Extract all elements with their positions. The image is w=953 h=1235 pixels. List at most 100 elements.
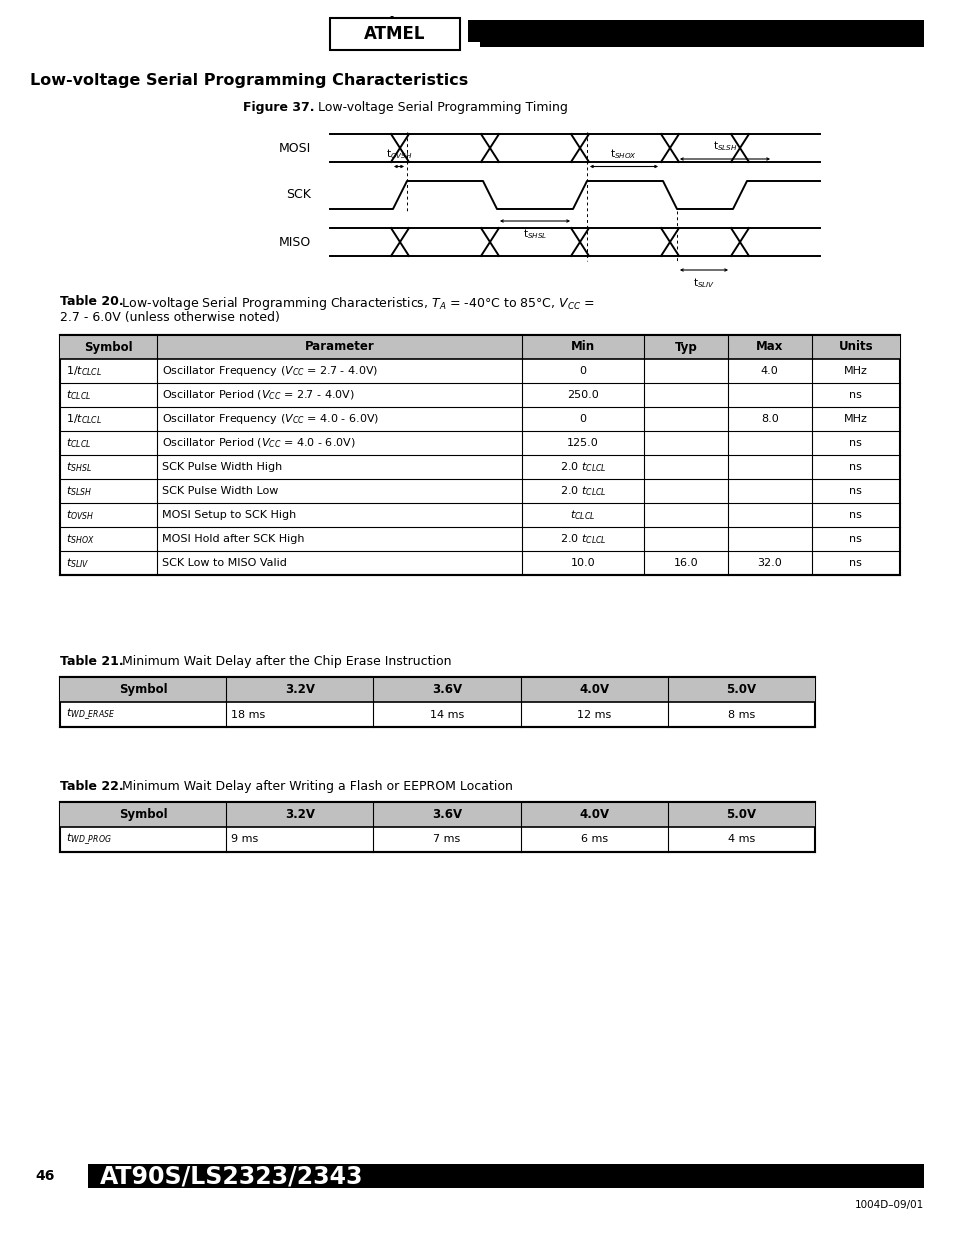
Text: AT90S/LS2323/2343: AT90S/LS2323/2343 xyxy=(100,1165,363,1188)
Text: Low-voltage Serial Programming Timing: Low-voltage Serial Programming Timing xyxy=(310,101,567,114)
Text: ATMEL: ATMEL xyxy=(364,25,425,43)
Bar xyxy=(335,30,455,48)
Text: SCK Low to MISO Valid: SCK Low to MISO Valid xyxy=(161,558,286,568)
Text: Oscillator Frequency ($V_{CC}$ = 2.7 - 4.0V): Oscillator Frequency ($V_{CC}$ = 2.7 - 4… xyxy=(161,364,377,378)
Text: Low-voltage Serial Programming Characteristics: Low-voltage Serial Programming Character… xyxy=(30,73,468,88)
Text: $t_{SHSL}$: $t_{SHSL}$ xyxy=(66,461,91,474)
Text: 32.0: 32.0 xyxy=(757,558,781,568)
Bar xyxy=(479,27,923,47)
Text: $1/t_{CLCL}$: $1/t_{CLCL}$ xyxy=(66,412,102,426)
Text: $t_{SLSH}$: $t_{SLSH}$ xyxy=(66,484,92,498)
Text: $t_{SLIV}$: $t_{SLIV}$ xyxy=(66,556,90,569)
Text: SCK: SCK xyxy=(286,189,311,201)
Bar xyxy=(330,19,459,49)
Text: Table 20.: Table 20. xyxy=(60,295,124,308)
Text: MHz: MHz xyxy=(843,366,867,375)
Text: 46: 46 xyxy=(35,1170,54,1183)
Text: SCK Pulse Width High: SCK Pulse Width High xyxy=(161,462,281,472)
Bar xyxy=(60,802,814,827)
Text: 4 ms: 4 ms xyxy=(727,835,754,845)
Text: 1004D–09/01: 1004D–09/01 xyxy=(854,1200,923,1210)
Text: Oscillator Period ($V_{CC}$ = 4.0 - 6.0V): Oscillator Period ($V_{CC}$ = 4.0 - 6.0V… xyxy=(161,436,355,450)
Text: ns: ns xyxy=(848,462,862,472)
Text: ns: ns xyxy=(848,510,862,520)
Text: MOSI Setup to SCK High: MOSI Setup to SCK High xyxy=(161,510,295,520)
Text: Min: Min xyxy=(570,341,595,353)
Text: $t_{CLCL}$: $t_{CLCL}$ xyxy=(66,388,91,401)
Text: MOSI: MOSI xyxy=(278,142,311,154)
Text: ns: ns xyxy=(848,438,862,448)
Text: 8 ms: 8 ms xyxy=(727,709,754,720)
Text: A: A xyxy=(381,15,398,37)
Text: 8.0: 8.0 xyxy=(760,414,778,424)
Bar xyxy=(468,20,923,42)
Text: Symbol: Symbol xyxy=(118,683,167,697)
Text: MOSI Hold after SCK High: MOSI Hold after SCK High xyxy=(161,534,304,543)
Bar xyxy=(60,335,899,576)
Text: 10.0: 10.0 xyxy=(570,558,595,568)
Text: 250.0: 250.0 xyxy=(566,390,598,400)
Text: $t_{WD\_PROG}$: $t_{WD\_PROG}$ xyxy=(66,832,112,847)
Text: 0: 0 xyxy=(578,366,586,375)
Text: 2.7 - 6.0V (unless otherwise noted): 2.7 - 6.0V (unless otherwise noted) xyxy=(60,311,279,324)
Text: 7 ms: 7 ms xyxy=(433,835,460,845)
Text: ns: ns xyxy=(848,390,862,400)
Text: 4.0V: 4.0V xyxy=(578,683,609,697)
Text: Figure 37.: Figure 37. xyxy=(243,101,314,114)
Text: $t_{CLCL}$: $t_{CLCL}$ xyxy=(570,508,595,522)
Text: 125.0: 125.0 xyxy=(566,438,598,448)
Text: MISO: MISO xyxy=(278,236,311,248)
Text: Parameter: Parameter xyxy=(304,341,374,353)
Text: 0: 0 xyxy=(578,414,586,424)
Text: 3.6V: 3.6V xyxy=(432,808,461,821)
Text: Low-voltage Serial Programming Characteristics, $T_A$ = -40$°$C to 85$°$C, $V_{C: Low-voltage Serial Programming Character… xyxy=(113,295,595,312)
Text: 3.2V: 3.2V xyxy=(284,683,314,697)
Text: ns: ns xyxy=(848,487,862,496)
Text: 5.0V: 5.0V xyxy=(725,808,756,821)
Text: Table 21.: Table 21. xyxy=(60,655,124,668)
Text: Units: Units xyxy=(838,341,872,353)
Text: $t_{CLCL}$: $t_{CLCL}$ xyxy=(66,436,91,450)
Bar xyxy=(60,677,814,701)
Text: $1/t_{CLCL}$: $1/t_{CLCL}$ xyxy=(66,364,102,378)
Text: t$_{SLIV}$: t$_{SLIV}$ xyxy=(692,275,715,290)
Bar xyxy=(60,677,814,727)
Text: ATMEL: ATMEL xyxy=(367,32,423,47)
Text: 9 ms: 9 ms xyxy=(231,835,258,845)
Text: Oscillator Frequency ($V_{CC}$ = 4.0 - 6.0V): Oscillator Frequency ($V_{CC}$ = 4.0 - 6… xyxy=(161,412,378,426)
Text: Max: Max xyxy=(756,341,782,353)
Text: Table 22.: Table 22. xyxy=(60,781,124,793)
Text: t$_{SLSH}$: t$_{SLSH}$ xyxy=(712,140,737,153)
Text: t$_{SHOX}$: t$_{SHOX}$ xyxy=(610,147,637,161)
Text: 16.0: 16.0 xyxy=(673,558,698,568)
Text: 3.2V: 3.2V xyxy=(284,808,314,821)
Text: ns: ns xyxy=(848,534,862,543)
Text: $t_{WD\_ERASE}$: $t_{WD\_ERASE}$ xyxy=(66,706,115,722)
Text: $2.0\ t_{CLCL}$: $2.0\ t_{CLCL}$ xyxy=(559,484,606,498)
Text: MHz: MHz xyxy=(843,414,867,424)
Text: t$_{SHSL}$: t$_{SHSL}$ xyxy=(522,227,547,241)
Text: 4.0: 4.0 xyxy=(760,366,778,375)
Text: 12 ms: 12 ms xyxy=(577,709,611,720)
Text: ns: ns xyxy=(848,558,862,568)
Text: Minimum Wait Delay after Writing a Flash or EEPROM Location: Minimum Wait Delay after Writing a Flash… xyxy=(113,781,513,793)
Text: 14 ms: 14 ms xyxy=(430,709,463,720)
Text: $t_{SHOX}$: $t_{SHOX}$ xyxy=(66,532,94,546)
Bar xyxy=(88,1165,923,1188)
Text: Oscillator Period ($V_{CC}$ = 2.7 - 4.0V): Oscillator Period ($V_{CC}$ = 2.7 - 4.0V… xyxy=(161,388,355,401)
Text: 6 ms: 6 ms xyxy=(580,835,607,845)
Text: $2.0\ t_{CLCL}$: $2.0\ t_{CLCL}$ xyxy=(559,461,606,474)
Text: Symbol: Symbol xyxy=(118,808,167,821)
Bar xyxy=(60,335,899,359)
Text: 5.0V: 5.0V xyxy=(725,683,756,697)
Text: Minimum Wait Delay after the Chip Erase Instruction: Minimum Wait Delay after the Chip Erase … xyxy=(113,655,451,668)
Text: Typ: Typ xyxy=(674,341,697,353)
Bar xyxy=(60,802,814,852)
Text: $t_{OVSH}$: $t_{OVSH}$ xyxy=(66,508,94,522)
Text: $2.0\ t_{CLCL}$: $2.0\ t_{CLCL}$ xyxy=(559,532,606,546)
Text: 3.6V: 3.6V xyxy=(432,683,461,697)
Text: t$_{OVSH}$: t$_{OVSH}$ xyxy=(385,147,412,161)
Text: Symbol: Symbol xyxy=(84,341,132,353)
Text: 4.0V: 4.0V xyxy=(578,808,609,821)
Text: SCK Pulse Width Low: SCK Pulse Width Low xyxy=(161,487,277,496)
